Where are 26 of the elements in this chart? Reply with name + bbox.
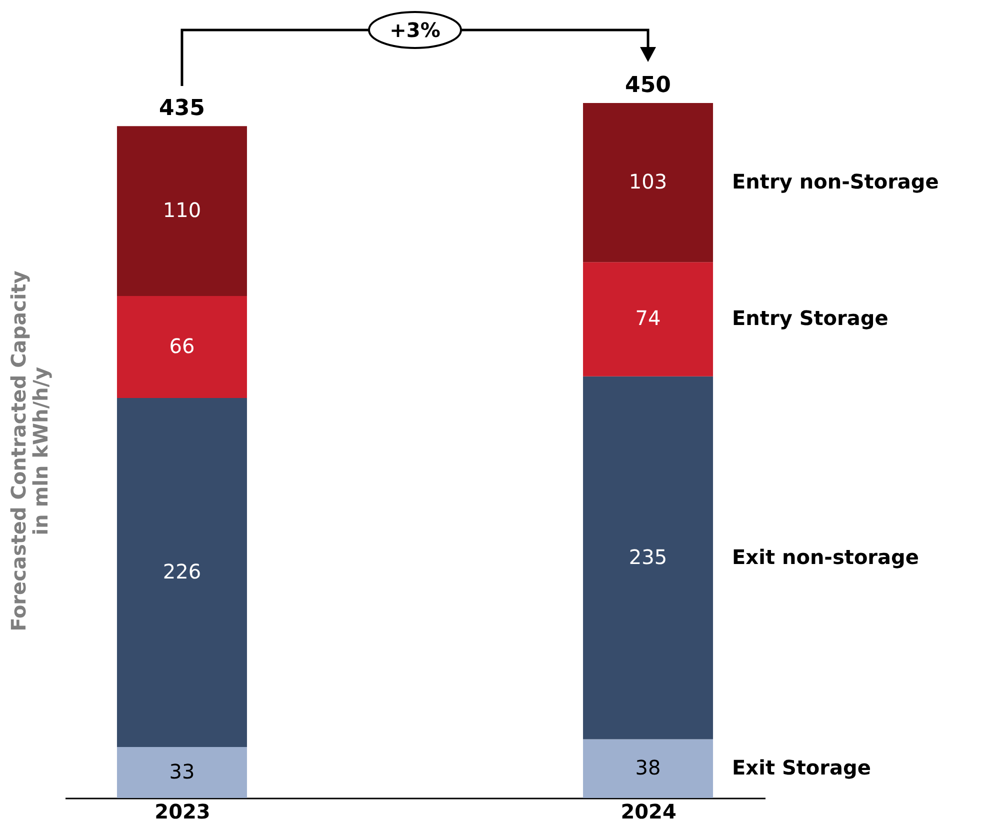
bar bbox=[116, 747, 247, 798]
bar bbox=[583, 376, 714, 740]
bar bbox=[583, 103, 714, 262]
total-label: 450 bbox=[625, 73, 671, 98]
x-tick-label: 2024 bbox=[620, 800, 676, 824]
total-label: 435 bbox=[159, 96, 205, 122]
bar bbox=[583, 262, 714, 376]
data-label: 235 bbox=[628, 544, 668, 569]
series-label: Exit non-storage bbox=[732, 544, 919, 569]
data-label: 103 bbox=[628, 170, 668, 194]
bar bbox=[116, 126, 247, 296]
data-label: 110 bbox=[162, 198, 202, 222]
data-label: 38 bbox=[635, 756, 661, 780]
bar bbox=[116, 296, 247, 398]
bar bbox=[116, 398, 247, 748]
data-label: 74 bbox=[635, 306, 661, 330]
data-label: 226 bbox=[162, 560, 202, 584]
series-label: Entry non-Storage bbox=[732, 170, 939, 194]
series-label: Exit Storage bbox=[732, 756, 871, 780]
bar bbox=[583, 739, 714, 798]
data-label: 66 bbox=[169, 334, 195, 358]
text: +3% bbox=[390, 18, 440, 42]
y-axis-title: Forecasted Contracted Capacity in mln kWh/h/y bbox=[6, 270, 52, 632]
x-tick-label: 2023 bbox=[154, 800, 210, 824]
series-label: Entry Storage bbox=[732, 306, 888, 330]
data-label: 33 bbox=[169, 760, 195, 784]
